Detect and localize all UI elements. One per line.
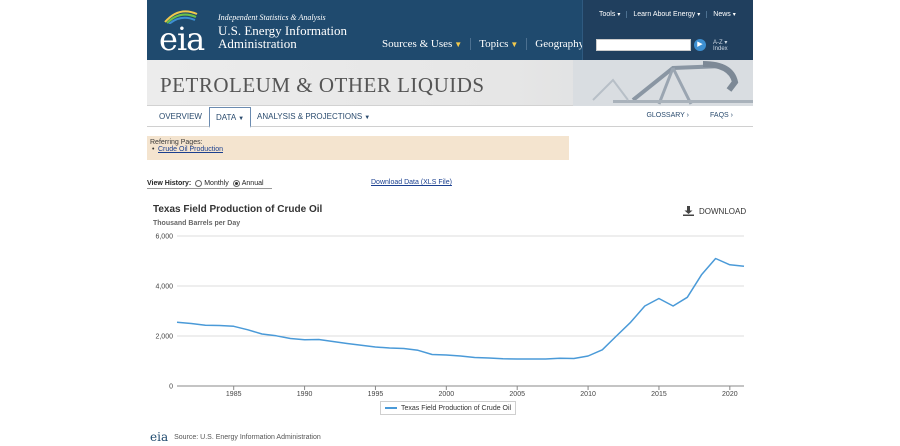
- radio-annual[interactable]: Annual: [232, 179, 264, 187]
- referring-label: Referring Pages:: [150, 139, 203, 146]
- site-header: eia Independent Statistics & Analysis U.…: [147, 0, 753, 60]
- x-tick-label: 1985: [226, 391, 242, 398]
- x-tick-label: 2010: [580, 391, 596, 398]
- y-tick-label: 4,000: [155, 284, 173, 291]
- nav-geography-label: Geography: [535, 38, 585, 50]
- tab-data[interactable]: DATA ▼: [209, 107, 252, 128]
- oil-pump-image: [573, 60, 753, 106]
- nav-topics[interactable]: Topics ▼: [471, 38, 528, 50]
- view-history: View History: Monthly Annual: [147, 178, 272, 189]
- download-button-label: DOWNLOAD: [699, 206, 747, 216]
- faqs-link[interactable]: FAQS ›: [710, 112, 733, 119]
- nav-sources-uses[interactable]: Sources & Uses ▼: [374, 38, 472, 50]
- section-banner: PETROLEUM & OTHER LIQUIDS: [147, 60, 753, 106]
- x-tick-label: 2005: [509, 391, 525, 398]
- tab-analysis-label: ANALYSIS & PROJECTIONS: [257, 112, 363, 121]
- chevron-down-icon: ▼: [364, 115, 371, 121]
- view-history-label: View History:: [147, 179, 192, 187]
- main-nav: Sources & Uses▼ Topics▼ Geography▼: [374, 38, 602, 50]
- chart-subtitle: Thousand Barrels per Day: [153, 220, 241, 227]
- top-links: Tools ▾ Learn About Energy ▾ News ▾: [593, 11, 742, 18]
- chart-title: Texas Field Production of Crude Oil: [153, 204, 323, 215]
- legend-label: Texas Field Production of Crude Oil: [401, 404, 512, 412]
- legend-line-swatch: [385, 407, 397, 409]
- tab-data-label: DATA: [216, 113, 237, 122]
- x-tick-label: 2020: [722, 391, 738, 398]
- y-tick-label: 0: [169, 384, 173, 391]
- eia-logo[interactable]: eia: [159, 20, 205, 58]
- chevron-down-icon: ▾: [732, 12, 736, 18]
- header-tools-panel: Tools ▾ Learn About Energy ▾ News ▾ ▶ A-Z ▾…: [582, 0, 753, 60]
- x-tick-label: 2015: [651, 391, 667, 398]
- agency-name-line2: Administration: [218, 36, 297, 51]
- y-tick-label: 2,000: [155, 334, 173, 341]
- line-chart: 0 2,000 4,000 6,000 1985 1990 1995 2000 2005 2010…: [155, 234, 745, 398]
- x-tick-label: 1995: [368, 391, 384, 398]
- page-title: PETROLEUM & OTHER LIQUIDS: [160, 73, 485, 97]
- source-note: Source: U.S. Energy Information Administ…: [174, 433, 321, 441]
- y-tick-label: 6,000: [155, 234, 173, 241]
- agency-name-line1: U.S. Energy Information: [218, 23, 348, 38]
- search-button[interactable]: ▶: [694, 39, 706, 51]
- x-tick-label: 2000: [439, 391, 455, 398]
- agency-name[interactable]: Independent Statistics & Analysis U.S. E…: [218, 13, 347, 50]
- x-tick-label: 1990: [297, 391, 313, 398]
- az-line2: Index: [713, 46, 728, 52]
- chevron-down-icon: ▼: [510, 40, 519, 49]
- glossary-link[interactable]: GLOSSARY ›: [646, 112, 689, 119]
- top-link-news[interactable]: News ▾: [707, 11, 742, 18]
- az-index-link[interactable]: A-Z ▾ Index: [713, 40, 728, 52]
- section-subnav: OVERVIEW DATA ▼ ANALYSIS & PROJECTIONS ▼ G…: [147, 107, 753, 128]
- agency-tagline: Independent Statistics & Analysis: [218, 13, 326, 22]
- radio-monthly-icon[interactable]: [195, 179, 203, 187]
- tab-analysis-projections[interactable]: ANALYSIS & PROJECTIONS ▼: [251, 107, 376, 127]
- radio-annual-label: Annual: [241, 179, 264, 187]
- chevron-down-icon: ▾: [697, 12, 701, 18]
- top-link-tools[interactable]: Tools ▾: [593, 11, 628, 18]
- az-line1: A-Z: [713, 40, 723, 46]
- nav-sources-uses-label: Sources & Uses: [382, 38, 453, 50]
- footer-eia-logo: eia: [150, 430, 169, 444]
- referring-pages-box: Referring Pages: Crude Oil Production: [147, 136, 569, 160]
- chevron-down-icon: ▾: [617, 12, 621, 18]
- download-icon: [683, 206, 694, 216]
- search-go-icon: ▶: [697, 41, 703, 48]
- radio-monthly[interactable]: Monthly: [195, 179, 229, 187]
- series-line: [176, 257, 745, 360]
- referring-link-crude-oil-production[interactable]: Crude Oil Production: [150, 146, 566, 153]
- download-xls-link[interactable]: Download Data (XLS File): [371, 179, 452, 186]
- chevron-down-icon: ▾: [724, 40, 728, 46]
- nav-topics-label: Topics: [479, 38, 509, 50]
- radio-monthly-label: Monthly: [204, 179, 229, 187]
- tab-overview[interactable]: OVERVIEW: [159, 112, 202, 121]
- chart-legend[interactable]: Texas Field Production of Crude Oil: [380, 401, 517, 415]
- chevron-down-icon: ▼: [238, 116, 245, 122]
- radio-annual-icon[interactable]: [232, 179, 240, 187]
- top-link-news-label: News: [713, 11, 731, 18]
- search-input[interactable]: [596, 39, 691, 51]
- top-link-tools-label: Tools: [599, 11, 616, 18]
- eia-logo-arc-icon: [164, 10, 198, 24]
- chevron-down-icon: ▼: [454, 40, 463, 49]
- download-button[interactable]: DOWNLOAD: [683, 206, 746, 216]
- chart-footer: eia Source: U.S. Energy Information Admi…: [150, 430, 321, 444]
- top-link-learn[interactable]: Learn About Energy ▾: [627, 11, 708, 18]
- top-link-learn-label: Learn About Energy: [633, 11, 696, 18]
